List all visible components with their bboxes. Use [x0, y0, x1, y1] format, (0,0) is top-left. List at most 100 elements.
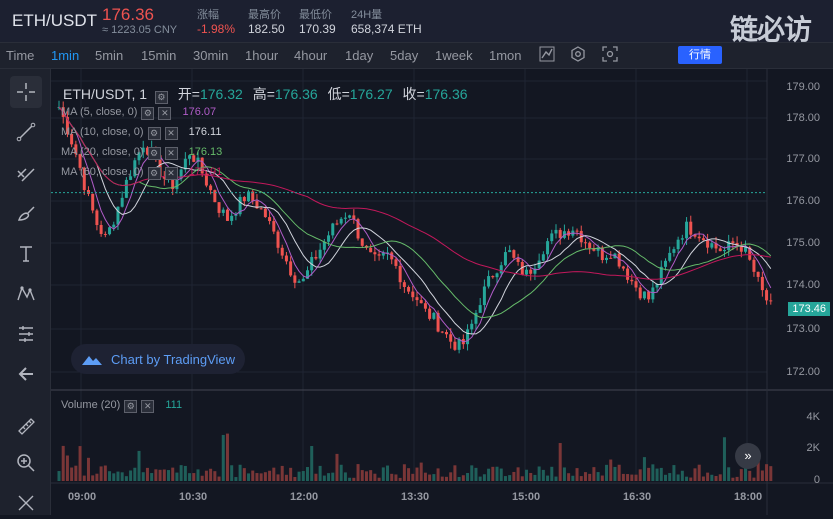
close-icon[interactable]: ✕ — [158, 107, 172, 120]
candle-body — [739, 245, 743, 252]
volume-bar — [697, 464, 701, 481]
volume-bar — [760, 470, 764, 481]
volume-bar — [503, 476, 507, 481]
volume-bar — [145, 467, 149, 481]
settings-icon[interactable]: ⚙ — [154, 91, 168, 104]
close-icon[interactable]: ✕ — [164, 167, 178, 180]
volume-bar — [268, 470, 272, 481]
volume-bar — [735, 476, 739, 481]
tf-4hour[interactable]: 4hour — [294, 48, 328, 63]
candle-body — [676, 239, 680, 250]
tf-30min[interactable]: 30min — [193, 48, 229, 63]
volume-bar — [196, 469, 200, 481]
vol-tick: 0 — [813, 474, 820, 486]
volume-bar — [95, 473, 99, 481]
measure-tool-icon[interactable] — [10, 318, 42, 350]
candle-body — [268, 217, 272, 222]
volume-bar — [305, 467, 309, 481]
candle-body — [179, 169, 183, 179]
pattern-tool-icon[interactable] — [10, 278, 42, 310]
y-tick: 173.00 — [786, 323, 820, 335]
tf-1week[interactable]: 1week — [435, 48, 473, 63]
candle-body — [415, 297, 419, 301]
chart-canvas[interactable] — [51, 69, 833, 515]
volume-bar — [579, 476, 583, 481]
candle-body — [377, 254, 381, 256]
volume-bar — [129, 470, 133, 481]
volume-bar — [276, 474, 280, 481]
tradingview-brand[interactable]: Chart by TradingView — [71, 344, 246, 374]
price-chart[interactable]: ETH/USDT, 1 ⚙ 开=176.32 高=176.36 低=176.27… — [51, 69, 833, 515]
candle-body — [710, 243, 714, 248]
volume-bar — [739, 469, 743, 481]
volume-bar — [550, 466, 554, 481]
tf-5min[interactable]: 5min — [95, 48, 124, 63]
candle-body — [651, 287, 655, 300]
volume-bar — [449, 472, 453, 481]
candle-body — [546, 241, 550, 255]
x-tick: 15:00 — [512, 491, 541, 503]
tf-1min[interactable]: 1min — [51, 48, 80, 63]
market-button[interactable]: 行情 — [678, 46, 722, 64]
settings-icon[interactable]: ⚙ — [147, 147, 161, 160]
candle-body — [112, 224, 116, 228]
watermark-logo: 链必访 — [729, 14, 812, 45]
volume-bar — [508, 475, 512, 481]
ruler-icon[interactable] — [10, 410, 42, 442]
volume-bar — [419, 462, 423, 481]
zoom-in-icon[interactable] — [10, 447, 42, 479]
trend-line-icon[interactable] — [10, 116, 42, 148]
collapse-icon[interactable] — [10, 487, 42, 519]
ma5-label: MA (5, close, 0) — [61, 106, 138, 118]
fib-tool-icon[interactable] — [10, 157, 42, 189]
candle-body — [352, 215, 356, 220]
candle-body — [680, 238, 684, 240]
candle-body — [659, 266, 663, 285]
candle-body — [82, 167, 86, 191]
volume-bar — [499, 468, 503, 481]
text-tool-icon[interactable] — [10, 238, 42, 270]
volume-bar — [638, 469, 642, 481]
open-value: 176.32 — [199, 86, 243, 102]
chart-type-icon[interactable] — [538, 46, 556, 64]
volume-bar — [183, 465, 187, 481]
volume-bar — [158, 469, 162, 481]
settings-icon[interactable]: ⚙ — [147, 167, 161, 180]
tf-1day[interactable]: 1day — [345, 48, 374, 63]
brush-icon[interactable] — [10, 198, 42, 230]
candle-body — [693, 234, 697, 237]
volume-bar — [731, 477, 735, 481]
close-icon[interactable]: ✕ — [164, 147, 178, 160]
tradingview-logo-icon — [82, 356, 102, 365]
back-arrow-icon[interactable] — [10, 358, 42, 390]
tf-5day[interactable]: 5day — [390, 48, 419, 63]
close-icon[interactable]: ✕ — [141, 400, 155, 413]
tf-15min[interactable]: 15min — [141, 48, 177, 63]
volume-bar — [74, 465, 78, 481]
close-icon[interactable]: ✕ — [164, 127, 178, 140]
tf-1hour[interactable]: 1hour — [245, 48, 279, 63]
volume-bar — [154, 469, 158, 481]
volume-bar — [343, 472, 347, 481]
settings-gear-icon[interactable] — [569, 46, 587, 64]
settings-icon[interactable]: ⚙ — [141, 107, 155, 120]
volume-bar — [70, 467, 74, 481]
screenshot-icon[interactable] — [601, 46, 619, 64]
candle-body — [369, 247, 373, 253]
volume-bar — [689, 477, 693, 481]
volume-bar — [327, 473, 331, 481]
crosshair-icon[interactable] — [10, 76, 42, 108]
candle-body — [583, 242, 587, 244]
scroll-to-realtime-button[interactable]: » — [735, 443, 761, 469]
legend-title: ETH/USDT, 1 — [63, 86, 148, 102]
volume-bar — [529, 472, 533, 481]
settings-icon[interactable]: ⚙ — [147, 127, 161, 140]
settings-icon[interactable]: ⚙ — [124, 400, 138, 413]
candle-body — [558, 229, 562, 238]
tf-time[interactable]: Time — [6, 48, 35, 63]
candle-body — [537, 260, 541, 269]
candle-body — [697, 236, 701, 239]
tf-1mon[interactable]: 1mon — [489, 48, 522, 63]
volume-bar — [259, 473, 263, 481]
candle-body — [314, 256, 318, 259]
